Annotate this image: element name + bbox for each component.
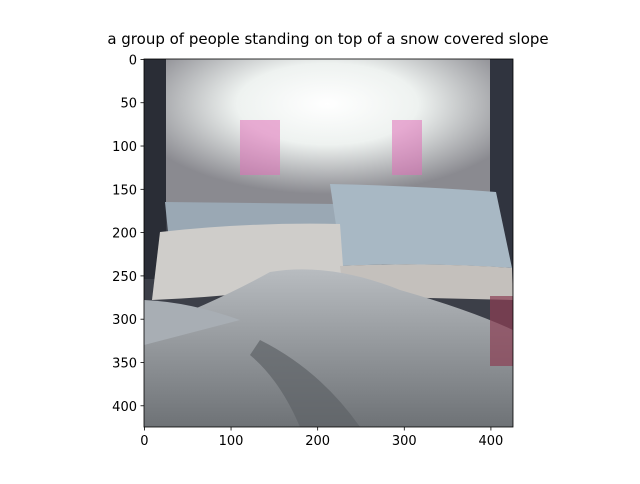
y-tick-label: 300 — [112, 313, 137, 328]
x-tick-label: 100 — [219, 434, 244, 449]
y-tick-label: 0 — [129, 53, 137, 68]
x-tick-label: 400 — [478, 434, 503, 449]
y-tick-label: 100 — [112, 140, 137, 155]
photo — [144, 59, 513, 427]
x-tick-label: 300 — [392, 434, 417, 449]
y-tick-label: 150 — [112, 183, 137, 198]
y-tick-label: 350 — [112, 356, 137, 371]
y-tick-label: 50 — [120, 97, 137, 112]
chart-title: a group of people standing on top of a s… — [107, 30, 548, 48]
y-tick-label: 400 — [112, 400, 137, 415]
x-tick-label: 0 — [140, 434, 148, 449]
y-tick-label: 250 — [112, 270, 137, 285]
x-tick-label: 200 — [305, 434, 330, 449]
axes-frame — [143, 58, 514, 428]
y-tick-label: 200 — [112, 227, 137, 242]
